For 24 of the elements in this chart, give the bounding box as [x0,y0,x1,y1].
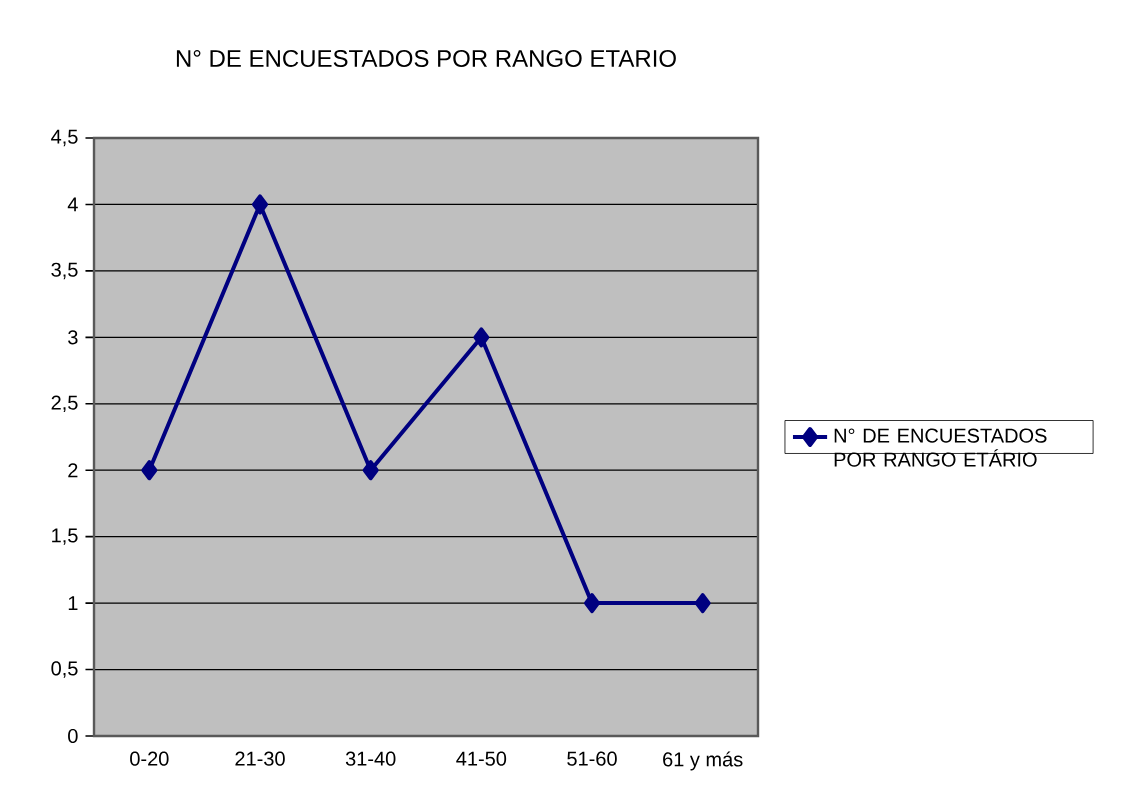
x-tick-label: 41-50 [456,751,507,766]
point [362,460,379,481]
y-tick-label: 1 [68,596,78,610]
x-tick-label: 61 y más [663,751,743,771]
point [141,460,158,481]
point [584,593,601,614]
y-tick-label: 0 [68,728,78,744]
x-tick-label: 0-20 [130,751,169,766]
legend-label: N° DE ENCUESTADOS POR RANGO ETÁRIO [834,428,1047,467]
y-tick-label: 2,5 [51,395,78,413]
x-tick-label: 21-30 [235,751,285,766]
y-tick-label: 4,5 [51,129,78,147]
x-tick-label: 51-60 [567,751,617,766]
chart-title: N° DE ENCUESTADOS POR RANGO ETARIO [176,49,676,67]
point [473,327,490,348]
y-tick-label: 4 [67,197,78,212]
y-tick-label: 0,5 [51,661,78,678]
point [694,593,711,614]
y-tick-label: 3,5 [51,262,78,280]
y-tick-label: 2 [68,463,78,478]
y-tick-label: 3 [68,330,78,345]
y-tick-label: 1,5 [52,528,78,545]
x-tick-label: 31-40 [345,751,396,766]
point [252,194,269,215]
